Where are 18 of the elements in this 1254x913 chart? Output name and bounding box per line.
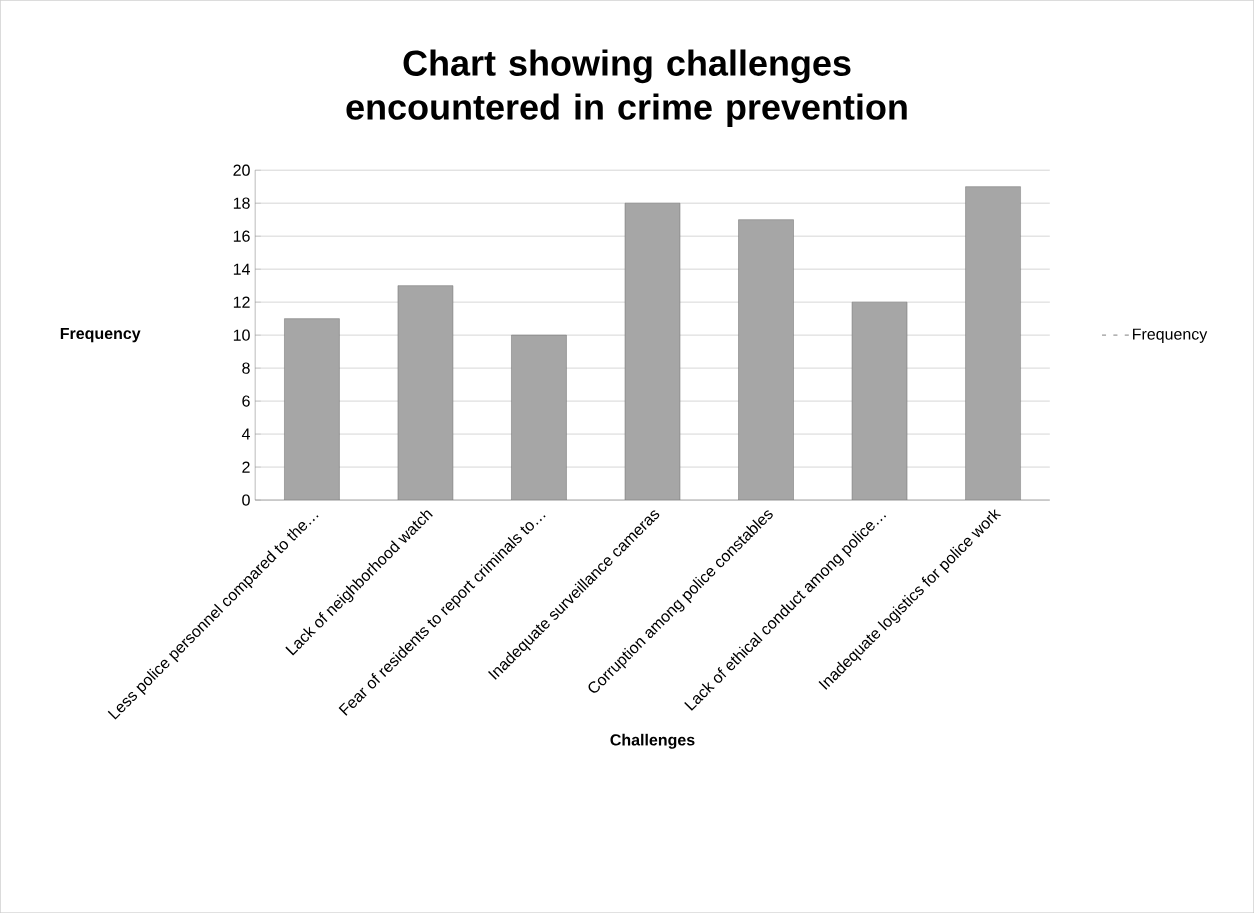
y-axis-title: Frequency xyxy=(60,327,141,343)
y-tick-label: 20 xyxy=(233,164,250,176)
bar xyxy=(851,301,908,500)
y-tick-label: 6 xyxy=(242,395,250,407)
text: Frequency xyxy=(1133,328,1208,343)
y-tick-label: 10 xyxy=(233,329,250,341)
y-tick-label: 18 xyxy=(233,197,250,209)
x-axis-title: Challenges xyxy=(610,733,695,749)
y-tick-label: 16 xyxy=(233,230,250,242)
y-tick-label: 4 xyxy=(241,428,250,440)
y-tick-label: 14 xyxy=(233,263,250,275)
bar xyxy=(397,285,454,500)
y-tick-label: 8 xyxy=(242,362,250,374)
chart-title: Chart showing challenges encountered in crime prevention xyxy=(346,49,907,127)
y-tick-label: 0 xyxy=(242,494,250,506)
bar xyxy=(624,202,681,500)
y-tick-label: 2 xyxy=(242,461,250,473)
y-tick-label: 12 xyxy=(233,296,250,308)
